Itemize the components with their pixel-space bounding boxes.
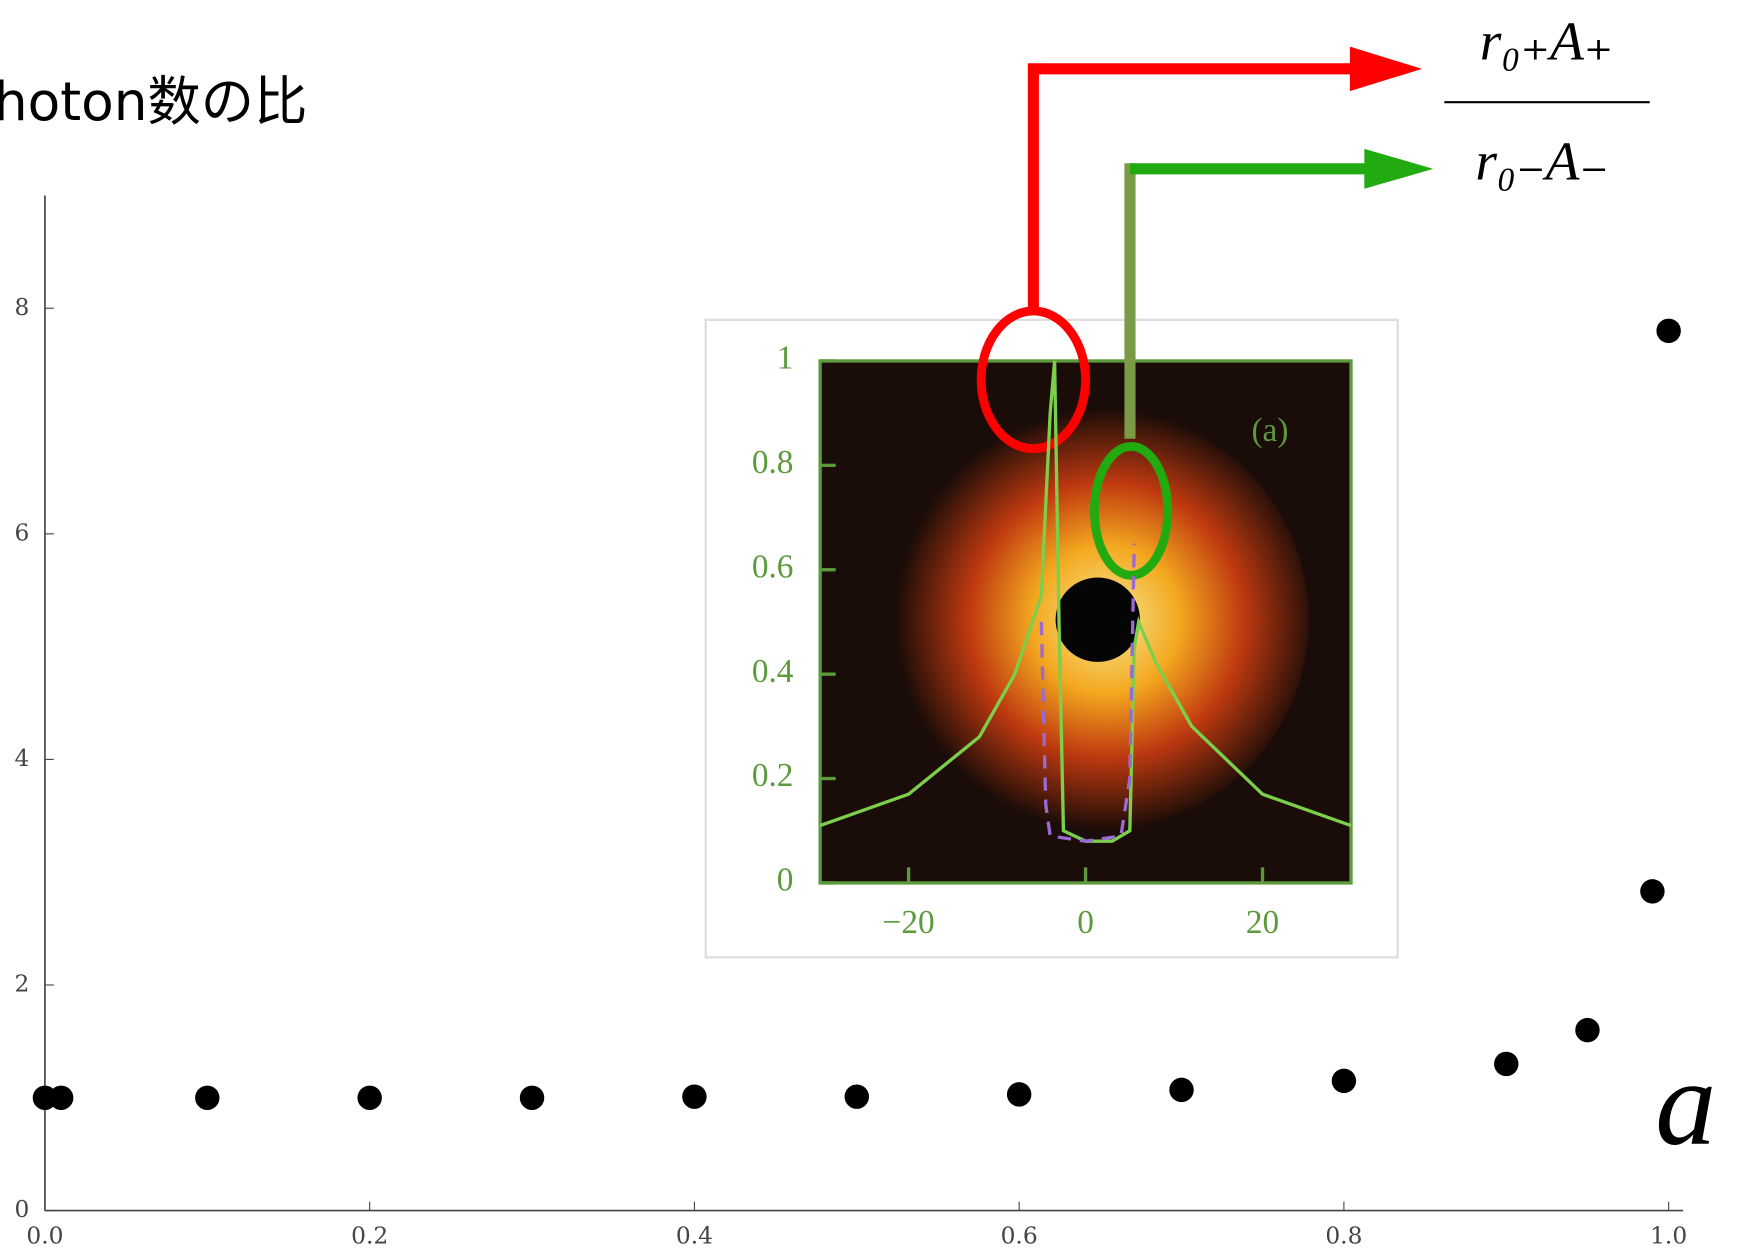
data-point	[195, 1085, 220, 1111]
inset-x-tick-label: 0	[1077, 904, 1094, 941]
x-tick-label: 0.6	[1001, 1223, 1038, 1250]
red-callout-line	[1027, 63, 1358, 311]
inset-annotation: (a)	[1251, 412, 1288, 449]
data-point	[48, 1085, 74, 1111]
data-point	[1331, 1068, 1357, 1094]
x-tick-label: 0.0	[26, 1223, 63, 1250]
data-point	[519, 1085, 545, 1111]
x-axis-label: a	[1655, 1036, 1716, 1171]
y-tick-label: 6	[15, 519, 30, 546]
data-point	[1494, 1051, 1519, 1077]
inset-y-tick-label: 0.4	[752, 653, 794, 690]
data-point	[844, 1084, 869, 1109]
data-point	[357, 1085, 382, 1111]
y-tick-label: 4	[15, 745, 30, 772]
data-point	[682, 1084, 707, 1109]
red-arrowhead	[1349, 46, 1423, 92]
y-tick-label: 0	[15, 1196, 30, 1223]
red-ellipse	[976, 306, 1091, 454]
inset-line	[1039, 543, 1136, 843]
inset-y-tick-label: 0.8	[752, 444, 794, 481]
y-tick-label: 8	[15, 294, 30, 321]
x-tick-label: 1.0	[1650, 1223, 1687, 1250]
data-point	[1640, 879, 1665, 904]
inset-y-tick-label: 0.6	[752, 548, 794, 585]
green-arrowhead	[1364, 148, 1434, 189]
inset-y-tick-label: 0	[777, 862, 794, 899]
inset-shadow	[1055, 577, 1140, 662]
inset-y-tick-label: 0.2	[752, 757, 794, 794]
chart-title: hoton数の比	[0, 71, 307, 133]
data-point	[1169, 1077, 1194, 1103]
data-point	[1575, 1017, 1600, 1043]
y-tick-label: 2	[15, 970, 30, 997]
inset-x-tick-label: −20	[883, 904, 935, 941]
inset-x-tick-label: 20	[1246, 904, 1279, 941]
inset-y-tick-label: 1	[777, 340, 794, 377]
inset-line	[819, 360, 1352, 843]
green-ellipse	[1090, 442, 1173, 580]
x-tick-label: 0.2	[351, 1223, 388, 1250]
formula-denominator: r₀₋A₋	[1475, 131, 1608, 192]
formula-numerator: r₀₊A₊	[1480, 11, 1613, 72]
data-point	[1006, 1082, 1032, 1107]
x-tick-label: 0.4	[676, 1223, 713, 1250]
data-point	[1656, 318, 1681, 344]
x-tick-label: 0.8	[1325, 1223, 1362, 1250]
